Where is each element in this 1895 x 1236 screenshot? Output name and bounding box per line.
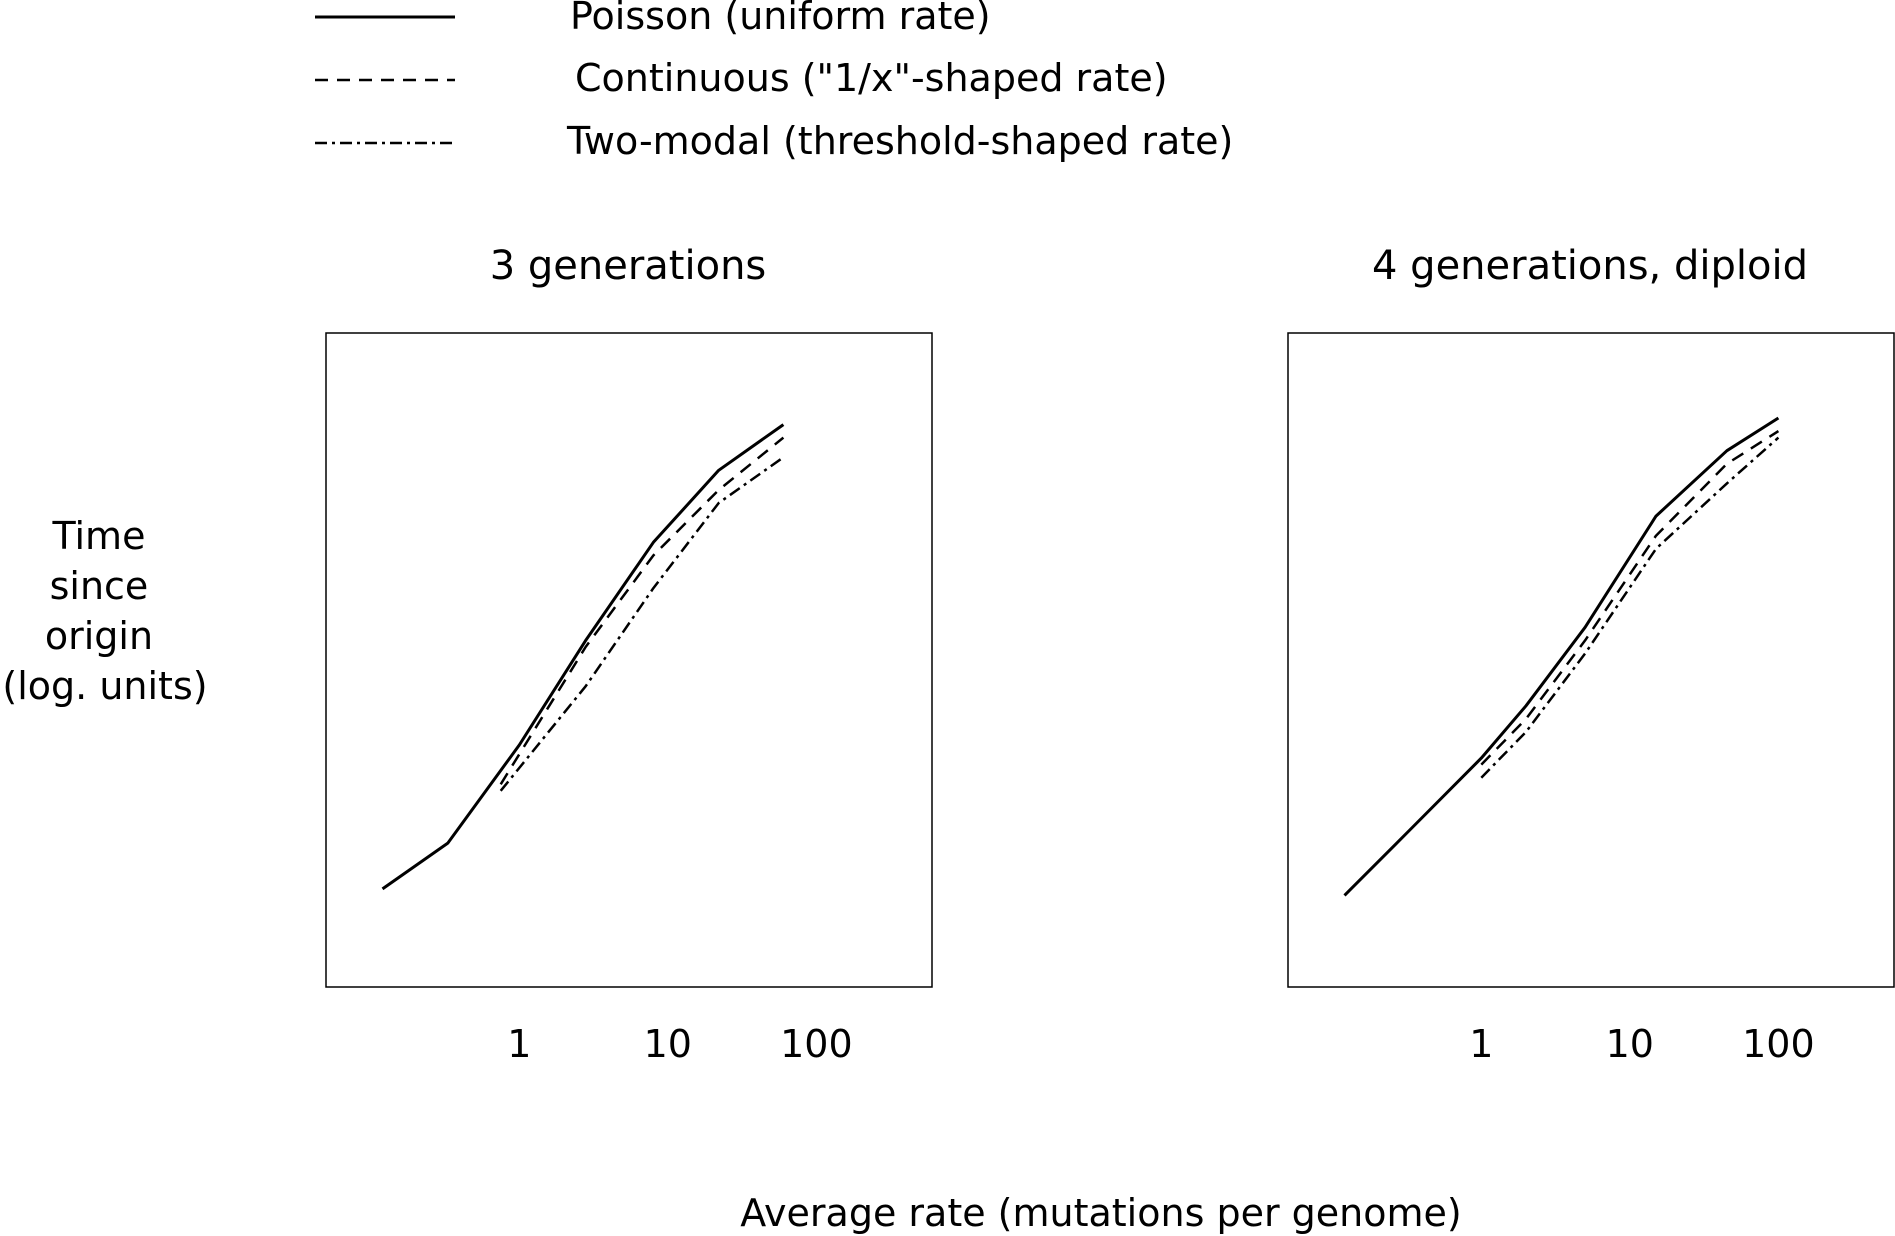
x-tick-label: 10: [644, 1022, 692, 1066]
x-tick-labels: 1 10 100: [507, 1022, 852, 1066]
plot-area-frame: [325, 332, 933, 988]
legend-entry-two-modal: Two-modal (threshold-shaped rate): [315, 119, 1233, 163]
plot-area-frame: [1287, 332, 1895, 988]
series-layer: [381, 423, 785, 891]
series-line-dashed: [1480, 430, 1780, 766]
series-layer: [1343, 416, 1780, 897]
legend-entry-poisson: Poisson (uniform rate): [315, 0, 991, 38]
chart-panel-3-generations: 3 generations 1 10 100: [325, 243, 933, 1066]
legend-label-poisson: Poisson (uniform rate): [570, 0, 991, 38]
legend-label-continuous: Continuous ("1/x"-shaped rate): [575, 56, 1168, 100]
x-tick-label: 10: [1606, 1022, 1654, 1066]
x-tick-label: 1: [1469, 1022, 1493, 1066]
x-tick-label: 100: [1742, 1022, 1815, 1066]
y-axis-label-line-1: Time: [51, 514, 145, 558]
legend-entry-continuous: Continuous ("1/x"-shaped rate): [315, 56, 1168, 100]
x-tick-labels: 1 10 100: [1469, 1022, 1814, 1066]
y-axis-label-line-4: (log. units): [2, 664, 207, 708]
x-axis-label: Average rate (mutations per genome): [740, 1191, 1461, 1235]
y-axis-label-line-2: since: [50, 564, 149, 608]
x-tick-label: 1: [507, 1022, 531, 1066]
series-line-dashed: [499, 436, 785, 785]
series-line-dashdot: [499, 456, 785, 792]
x-tick-label: 100: [780, 1022, 853, 1066]
legend-label-two-modal: Two-modal (threshold-shaped rate): [566, 119, 1233, 163]
y-axis-label: Time since origin (log. units): [2, 514, 207, 708]
y-axis-label-line-3: origin: [45, 614, 153, 658]
series-line-solid: [381, 423, 785, 891]
chart-panel-4-generations-diploid: 4 generations, diploid 1 10 100: [1287, 243, 1895, 1066]
legend: Poisson (uniform rate) Continuous ("1/x"…: [315, 0, 1233, 163]
chart-title: 3 generations: [490, 243, 767, 289]
series-line-dashdot: [1480, 436, 1780, 779]
chart-title: 4 generations, diploid: [1372, 243, 1808, 289]
series-line-solid: [1343, 416, 1780, 897]
